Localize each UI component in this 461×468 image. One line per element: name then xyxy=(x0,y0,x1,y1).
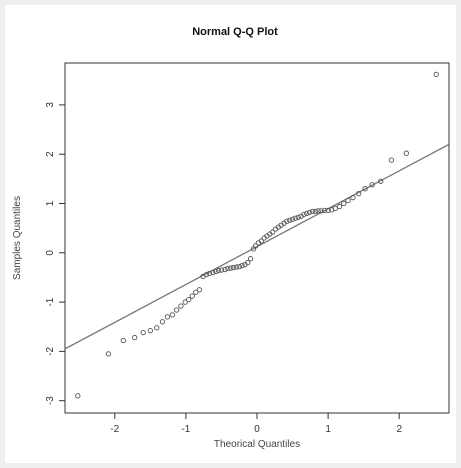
data-point xyxy=(193,289,199,295)
data-point xyxy=(178,303,184,309)
data-point xyxy=(222,266,228,273)
data-point xyxy=(210,269,216,276)
x-tick-label: 1 xyxy=(325,424,331,435)
y-tick-label: 1 xyxy=(45,200,56,206)
x-tick-label: 0 xyxy=(254,424,260,435)
data-point xyxy=(362,186,368,192)
data-point xyxy=(245,259,251,266)
data-point xyxy=(301,211,307,217)
y-axis: -3 -2 -1 0 1 2 3 xyxy=(45,102,65,405)
x-axis-label: Theorical Quantiles xyxy=(214,439,300,450)
data-point xyxy=(140,329,146,336)
data-point xyxy=(350,194,356,201)
plot-panel: Normal Q-Q Plot -2 -1 0 1 2 -3 -2 -1 0 1 2 3 Theor… xyxy=(5,5,456,463)
data-point xyxy=(132,334,138,341)
data-point xyxy=(203,271,210,278)
data-point xyxy=(369,182,375,188)
data-point xyxy=(292,215,299,221)
data-point xyxy=(218,267,225,273)
x-tick-label: -1 xyxy=(181,424,190,435)
data-point xyxy=(312,208,318,215)
x-tick-label: -2 xyxy=(110,424,119,435)
data-point xyxy=(147,328,153,334)
y-tick-label: -1 xyxy=(45,297,56,306)
data-point xyxy=(284,218,290,224)
data-point xyxy=(215,267,222,274)
y-tick-label: 0 xyxy=(45,250,56,256)
data-point xyxy=(332,205,338,212)
data-point xyxy=(295,214,301,220)
y-tick-label: 2 xyxy=(45,151,56,157)
y-tick-label: -3 xyxy=(45,396,56,405)
x-axis: -2 -1 0 1 2 xyxy=(110,413,402,435)
data-point xyxy=(345,197,351,204)
data-point xyxy=(433,71,439,77)
data-point xyxy=(120,337,126,344)
data-point xyxy=(321,207,328,214)
data-point xyxy=(315,208,321,214)
data-point xyxy=(228,265,234,271)
qq-plot-chart: Normal Q-Q Plot -2 -1 0 1 2 -3 -2 -1 0 1 2 3 Theor… xyxy=(12,26,450,450)
data-point xyxy=(186,296,192,303)
data-point xyxy=(206,270,213,277)
data-point xyxy=(388,157,395,163)
y-tick-label: 3 xyxy=(45,102,56,108)
data-point xyxy=(287,217,293,223)
data-point xyxy=(154,325,160,331)
data-point xyxy=(169,312,176,318)
y-axis-label: Samples Quantiles xyxy=(12,196,23,280)
data-point xyxy=(309,208,316,215)
data-point xyxy=(318,208,324,214)
y-tick-label: -2 xyxy=(45,347,56,356)
data-point xyxy=(233,264,240,270)
data-point xyxy=(304,210,310,217)
data-point xyxy=(239,262,245,269)
data-point xyxy=(247,256,254,262)
chart-title: Normal Q-Q Plot xyxy=(192,26,278,38)
data-point xyxy=(213,268,219,275)
data-point xyxy=(252,243,259,249)
data-point xyxy=(182,299,188,305)
data-point xyxy=(258,238,264,244)
data-point xyxy=(236,263,242,270)
data-point xyxy=(105,351,112,357)
data-point xyxy=(196,287,203,293)
data-point xyxy=(336,203,343,210)
data-point xyxy=(378,178,384,184)
data-point xyxy=(356,190,362,197)
data-point xyxy=(306,209,313,216)
plot-area xyxy=(65,71,449,399)
data-point xyxy=(225,265,231,272)
data-point xyxy=(189,293,195,299)
data-point xyxy=(75,393,81,399)
data-point xyxy=(173,307,180,313)
data-point xyxy=(269,229,276,235)
qq-reference-line xyxy=(65,143,449,350)
plot-box xyxy=(64,62,450,414)
data-point xyxy=(230,264,237,271)
x-tick-label: 2 xyxy=(396,424,402,435)
data-point xyxy=(159,319,166,325)
data-point xyxy=(289,216,296,222)
data-point xyxy=(325,207,331,214)
data-point xyxy=(164,314,171,320)
data-point xyxy=(341,200,347,207)
data-point xyxy=(403,150,409,156)
